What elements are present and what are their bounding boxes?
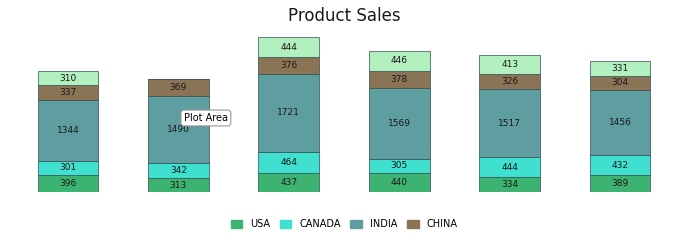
Bar xyxy=(38,100,98,161)
Text: 305: 305 xyxy=(391,161,408,170)
Bar xyxy=(259,74,319,152)
Bar xyxy=(480,74,540,89)
Bar xyxy=(590,90,650,155)
Bar xyxy=(148,79,208,96)
Bar xyxy=(148,96,208,163)
Title: Product Sales: Product Sales xyxy=(288,7,400,25)
Text: 369: 369 xyxy=(170,83,187,92)
Text: 1721: 1721 xyxy=(277,108,300,117)
Bar xyxy=(369,88,429,159)
Text: 444: 444 xyxy=(501,163,518,172)
Text: 313: 313 xyxy=(170,181,187,190)
Bar xyxy=(590,155,650,175)
Text: 334: 334 xyxy=(501,180,518,189)
Text: Plot Area: Plot Area xyxy=(184,113,228,123)
Text: 464: 464 xyxy=(280,158,297,167)
Text: 1517: 1517 xyxy=(498,119,521,127)
Bar xyxy=(590,175,650,192)
Text: 301: 301 xyxy=(59,163,76,172)
Text: 446: 446 xyxy=(391,56,408,65)
Bar xyxy=(38,175,98,192)
Bar xyxy=(148,163,208,178)
Bar xyxy=(480,56,540,74)
Bar xyxy=(38,161,98,175)
Text: 1490: 1490 xyxy=(167,125,190,134)
Text: 440: 440 xyxy=(391,178,408,187)
Text: 389: 389 xyxy=(612,179,629,188)
Bar xyxy=(259,57,319,74)
Text: 331: 331 xyxy=(612,64,629,73)
Text: 1344: 1344 xyxy=(56,126,79,135)
Text: 304: 304 xyxy=(612,78,629,87)
Bar xyxy=(369,173,429,192)
Text: 1456: 1456 xyxy=(609,118,632,127)
Bar xyxy=(369,159,429,173)
Text: 437: 437 xyxy=(280,178,297,187)
Text: 326: 326 xyxy=(501,77,518,86)
Text: 337: 337 xyxy=(59,88,76,97)
Bar xyxy=(369,51,429,71)
Text: 444: 444 xyxy=(280,43,297,52)
Bar xyxy=(38,71,98,85)
Text: 342: 342 xyxy=(170,166,187,175)
Bar xyxy=(590,76,650,90)
Bar xyxy=(259,37,319,57)
Text: 310: 310 xyxy=(59,74,76,83)
Bar xyxy=(259,152,319,173)
Bar xyxy=(590,61,650,76)
Legend: USA, CANADA, INDIA, CHINA: USA, CANADA, INDIA, CHINA xyxy=(227,216,461,233)
Text: 413: 413 xyxy=(501,60,518,69)
Bar xyxy=(148,178,208,192)
Text: 378: 378 xyxy=(391,75,408,84)
Bar xyxy=(480,89,540,157)
Text: 1569: 1569 xyxy=(388,119,411,128)
Text: 432: 432 xyxy=(612,161,629,170)
Bar xyxy=(480,157,540,177)
Bar xyxy=(369,71,429,88)
Bar xyxy=(38,85,98,100)
Text: 376: 376 xyxy=(280,61,297,70)
Bar xyxy=(480,177,540,192)
Text: 396: 396 xyxy=(59,179,76,188)
Bar xyxy=(259,173,319,192)
